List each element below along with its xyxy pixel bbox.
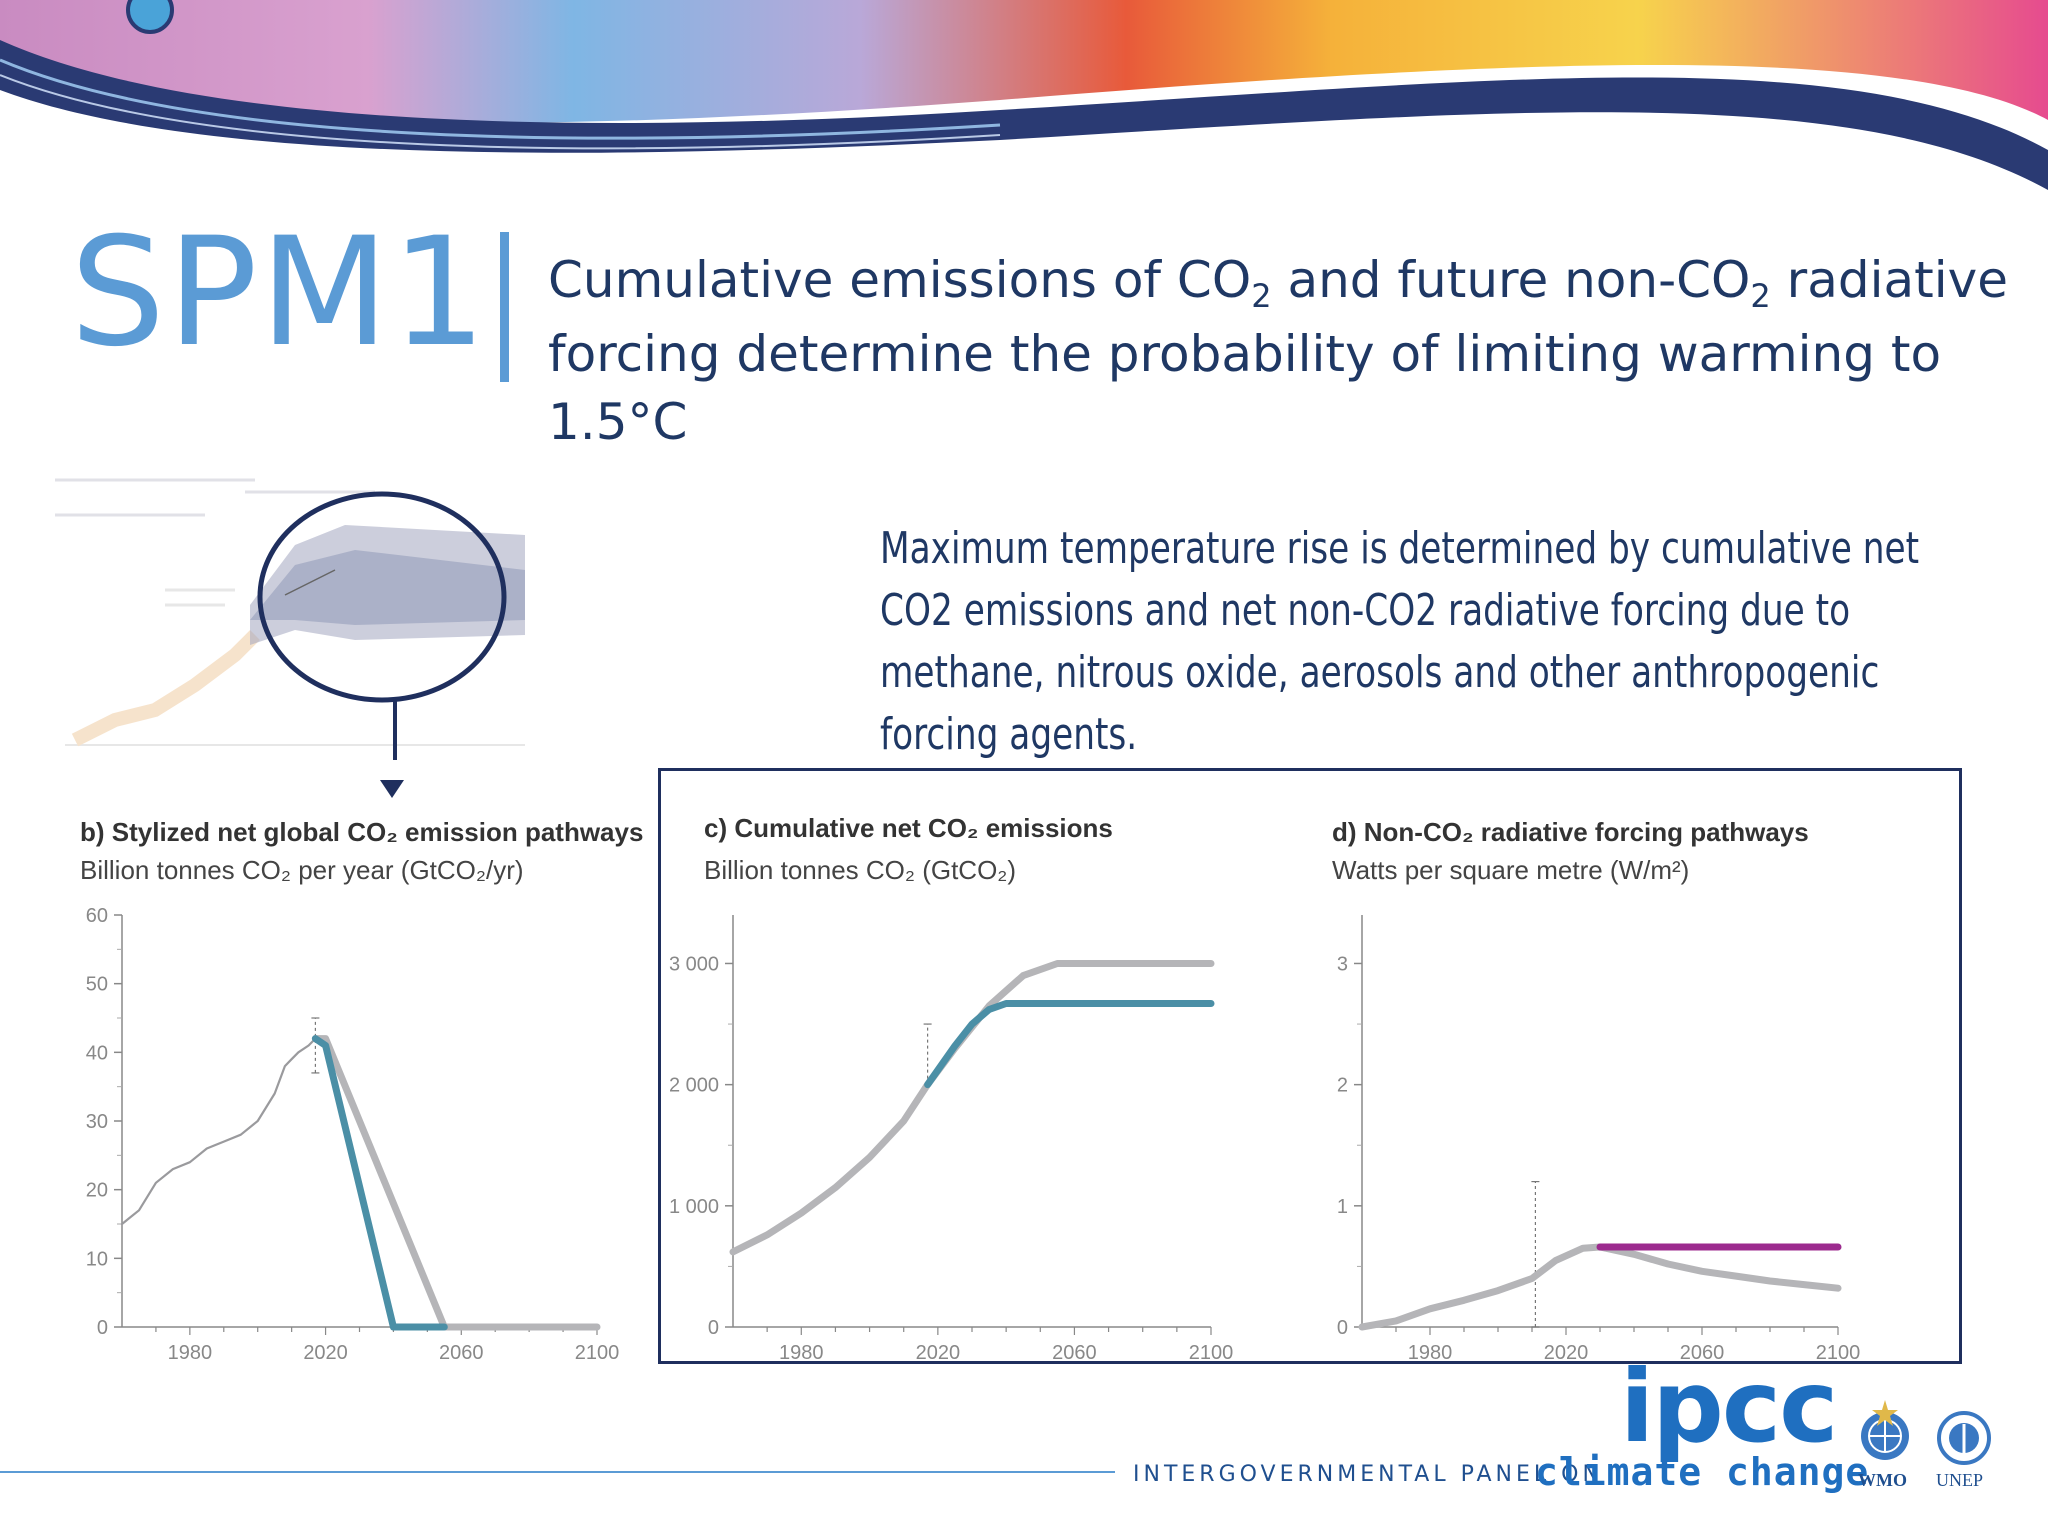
panel-b-y-tick-label: 40 [86, 1042, 108, 1064]
panel-c-series-line-1 [729, 960, 1215, 1256]
headline-subscript: 2 [1251, 277, 1272, 315]
title-divider [500, 232, 509, 382]
panel-c-x-tick-label: 2020 [916, 1342, 961, 1364]
panel-b-series-line-3 [311, 1035, 448, 1331]
panel-b-series-line-1 [120, 1037, 317, 1226]
panel-d-y-tick-label: 1 [1337, 1196, 1348, 1218]
panel-b-x-tick-label: 2020 [303, 1342, 348, 1364]
panel-c-y-tick-label: 2 000 [669, 1075, 719, 1097]
ipcc-logo: ipcc [1620, 1348, 1838, 1465]
panel-b-x-tick-label: 1980 [168, 1342, 213, 1364]
headline-line-2: forcing determine the probability of lim… [548, 325, 1942, 451]
panel-b-unit: Billion tonnes CO₂ per year (GtCO₂/yr) [80, 855, 524, 885]
panel-d-y-tick-label: 3 [1337, 953, 1348, 975]
unep-emblem-icon [1937, 1411, 1991, 1465]
panel-b-x-tick-label: 2060 [439, 1342, 484, 1364]
slide-code: SPM1 [70, 206, 489, 380]
panel-d-x-tick-label: 2020 [1544, 1342, 1589, 1364]
panel-b-y-tick-label: 0 [97, 1317, 108, 1339]
panel-c-x-tick-label: 2100 [1189, 1342, 1234, 1364]
headline-line-1: Cumulative emissions of CO2 and future n… [548, 246, 2048, 320]
wmo-emblem-icon [1861, 1400, 1909, 1460]
panel-b-y-tick-label: 10 [86, 1248, 108, 1270]
headline-part: and future non-CO [1271, 251, 1751, 309]
headline: Cumulative emissions of CO2 and future n… [548, 246, 2048, 456]
panel-c-y-tick-label: 0 [708, 1317, 719, 1339]
decorative-banner [0, 0, 2048, 190]
panel-c-x-tick-label: 1980 [779, 1342, 824, 1364]
panel-c-x-tick-label: 2060 [1052, 1342, 1097, 1364]
panel-d-y-tick-label: 0 [1337, 1317, 1348, 1339]
panel-d-y-tick-label: 2 [1337, 1075, 1348, 1097]
headline-subscript: 2 [1750, 277, 1771, 315]
panel-d-x-tick-label: 2060 [1680, 1342, 1725, 1364]
panel-b-y-tick-label: 50 [86, 974, 108, 996]
thumbnail-content [55, 478, 525, 747]
panel-b-y-tick-label: 30 [86, 1111, 108, 1133]
panel-d-x-tick-label: 1980 [1408, 1342, 1453, 1364]
panel-b-y-tick-label: 20 [86, 1180, 108, 1202]
panel-d-title: d) Non-CO₂ radiative forcing pathways [1332, 817, 1809, 847]
panel-a-thumbnail [55, 460, 535, 760]
headline-part: radiative [1770, 251, 2008, 309]
panel-d-series-line-1 [1358, 1243, 1842, 1331]
headline-part: Cumulative emissions of CO [548, 251, 1252, 309]
panel-c-y-tick-label: 3 000 [669, 953, 719, 975]
panel-c-title: c) Cumulative net CO₂ emissions [704, 813, 1113, 843]
highlight-frame [658, 768, 1962, 1364]
climate-change-wordmark: climate change [1535, 1450, 1870, 1494]
panel-d-x-tick-label: 2100 [1816, 1342, 1861, 1364]
panel-c-series-line-2 [924, 1000, 1215, 1089]
panel-c-unit: Billion tonnes CO₂ (GtCO₂) [704, 855, 1017, 885]
panel-c-y-tick-label: 1 000 [669, 1196, 719, 1218]
explanatory-note: Maximum temperature rise is determined b… [880, 523, 1920, 760]
footer-rule [0, 1471, 1115, 1473]
panel-b-y-tick-label: 60 [86, 905, 108, 927]
arrow-down-icon [380, 780, 404, 798]
unep-label: UNEP [1936, 1470, 1984, 1490]
panel-b-x-tick-label: 2100 [575, 1342, 620, 1364]
org-name: INTERGOVERNMENTAL PANEL ON [1133, 1462, 1603, 1487]
panel-b-title: b) Stylized net global CO₂ emission path… [80, 817, 644, 847]
panel-d-unit: Watts per square metre (W/m²) [1332, 855, 1690, 885]
wmo-label: WMO [1858, 1470, 1907, 1490]
